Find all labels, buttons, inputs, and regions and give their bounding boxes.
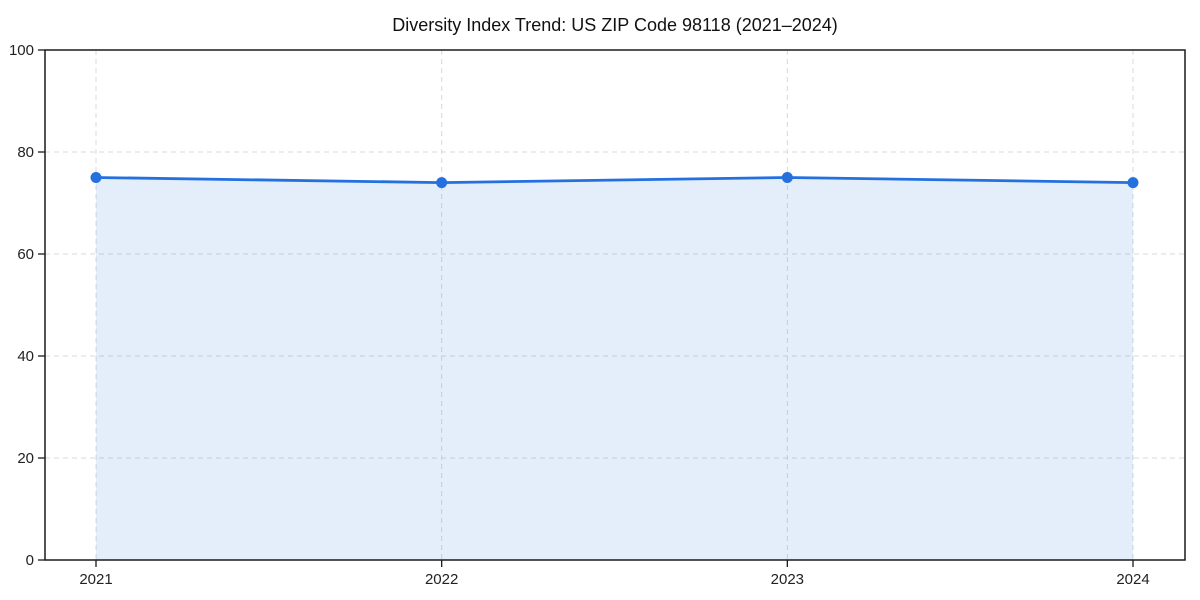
chart-title: Diversity Index Trend: US ZIP Code 98118… [392, 15, 838, 35]
data-point-marker [1127, 177, 1139, 189]
y-tick-label: 40 [17, 348, 34, 365]
plot-area: 0 20 40 60 80 100 2021 2022 2023 2024 [9, 42, 1186, 588]
y-tick-label: 60 [17, 246, 34, 263]
y-tick-label: 20 [17, 450, 34, 467]
data-point-marker [90, 172, 102, 183]
x-tick-label: 2022 [425, 571, 458, 588]
y-tick-label: 0 [26, 552, 34, 569]
trend-line [94, 176, 1135, 185]
data-point-marker [781, 172, 793, 183]
y-tick-label: 100 [9, 42, 34, 59]
x-tick-label: 2021 [79, 571, 112, 588]
y-tick-label: 80 [17, 144, 34, 161]
plot-border [44, 49, 1186, 561]
data-point-marker [436, 177, 448, 189]
x-tick-label: 2024 [1116, 571, 1149, 588]
x-tick-label: 2023 [771, 571, 804, 588]
area-fill [96, 177, 1133, 560]
